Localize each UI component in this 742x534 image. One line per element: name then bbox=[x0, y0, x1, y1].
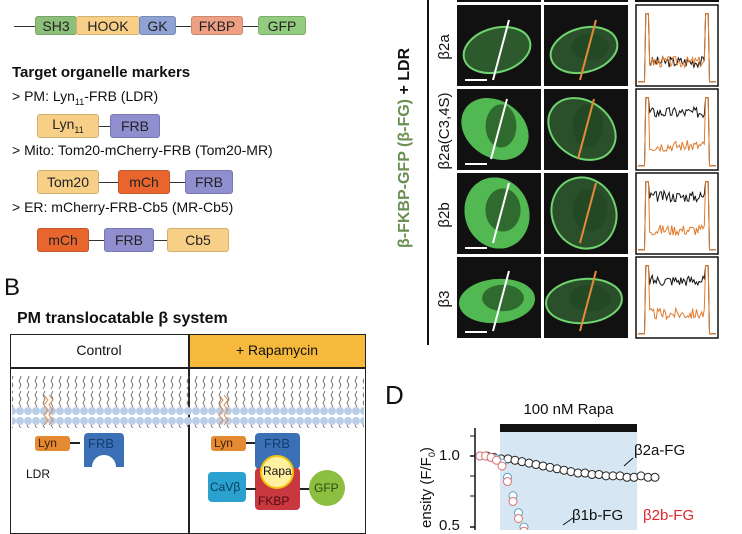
line-scan bbox=[492, 182, 510, 244]
series-label-b2b: β2b-FG bbox=[643, 507, 695, 524]
line-scan bbox=[579, 270, 597, 332]
line-scan bbox=[492, 270, 510, 332]
markers-title: Target organelle markers bbox=[12, 64, 191, 81]
lipid-anchor bbox=[43, 394, 54, 426]
data-point bbox=[503, 477, 512, 487]
header-control: Control bbox=[76, 342, 122, 358]
mito-label: > Mito: Tom20-mCherry-FRB (Tom20-MR) bbox=[12, 142, 273, 158]
line-scan bbox=[579, 182, 597, 244]
line-profile-plot bbox=[635, 172, 719, 255]
series-label-b1b: β1b-FG bbox=[572, 507, 624, 524]
panel-letter-d: D bbox=[385, 380, 404, 410]
domain-mch: mCh bbox=[118, 170, 170, 194]
cell-image bbox=[544, 5, 628, 86]
domain-mch: mCh bbox=[37, 228, 89, 252]
linker bbox=[14, 26, 38, 27]
rapa-label: Rapa bbox=[263, 464, 292, 478]
domain-cb5: Cb5 bbox=[167, 228, 229, 252]
rapa-shape bbox=[260, 455, 294, 489]
domain-gk: GK bbox=[139, 16, 176, 35]
cell-image bbox=[544, 173, 628, 254]
frb-label: FRB bbox=[88, 436, 114, 451]
data-point bbox=[650, 472, 660, 482]
gfp-shape bbox=[309, 470, 345, 506]
line-profile-plot bbox=[635, 88, 719, 171]
domain-frb: FRB bbox=[110, 114, 160, 138]
profile-trace bbox=[638, 13, 716, 83]
domain-lyn11: Lyn11 bbox=[37, 114, 99, 138]
profile-trace bbox=[638, 97, 716, 167]
frb-shape bbox=[80, 433, 124, 467]
line-profile-plot bbox=[635, 4, 719, 87]
lyn-label: Lyn bbox=[38, 436, 57, 450]
data-point bbox=[519, 526, 529, 530]
cavb-shape bbox=[208, 472, 246, 502]
line-scan bbox=[490, 98, 508, 160]
frb-label: FRB bbox=[264, 436, 290, 451]
data-point bbox=[514, 513, 523, 523]
domain-sh3: SH3 bbox=[35, 16, 77, 35]
domain-fkbp: FKBP bbox=[191, 16, 243, 35]
profile-trace bbox=[638, 97, 716, 167]
domain-frb: FRB bbox=[185, 170, 233, 194]
cell-image bbox=[544, 89, 628, 170]
cavb-label: CaVβ bbox=[210, 480, 241, 494]
lyn-label: Lyn bbox=[214, 436, 233, 450]
profile-trace bbox=[638, 265, 716, 335]
data-point bbox=[508, 496, 518, 506]
panel-b-title: PM translocatable β system bbox=[17, 310, 228, 327]
lyn-shape bbox=[35, 436, 70, 451]
cell-image bbox=[544, 257, 628, 338]
header-rapamycin: + Rapamycin bbox=[235, 342, 319, 358]
cell-image bbox=[457, 89, 541, 170]
series-label-b2a: β2a-FG bbox=[634, 442, 686, 459]
domain-gfp: GFP bbox=[258, 16, 306, 35]
profile-trace bbox=[638, 265, 716, 335]
rapa-bar bbox=[500, 424, 637, 432]
line-scan bbox=[577, 98, 595, 160]
data-point bbox=[492, 455, 501, 465]
line-scan bbox=[492, 19, 510, 81]
cell-image bbox=[457, 5, 541, 86]
profile-trace bbox=[638, 181, 716, 251]
line-scan bbox=[579, 19, 597, 81]
domain-frb: FRB bbox=[104, 228, 154, 252]
panel-letter-b: B bbox=[4, 274, 21, 301]
line-profile-plot bbox=[635, 256, 719, 339]
domain-tom20: Tom20 bbox=[37, 170, 99, 194]
lipid-bilayer bbox=[12, 376, 364, 428]
y-tick-label: 1.0 bbox=[439, 447, 460, 464]
rapa-annotation: 100 nM Rapa bbox=[523, 401, 614, 418]
ldr-label: LDR bbox=[26, 467, 51, 481]
er-label: > ER: mCherry-FRB-Cb5 (MR-Cb5) bbox=[12, 199, 234, 215]
fkbp-label: FKBP bbox=[258, 494, 290, 508]
cell-image bbox=[457, 257, 541, 338]
cell-image bbox=[457, 173, 541, 254]
domain-hook: HOOK bbox=[76, 16, 140, 35]
data-point bbox=[497, 461, 507, 471]
gfp-label: GFP bbox=[314, 481, 339, 495]
pm-label: > PM: Lyn11-FRB (LDR) bbox=[12, 88, 159, 107]
profile-trace bbox=[638, 181, 716, 251]
